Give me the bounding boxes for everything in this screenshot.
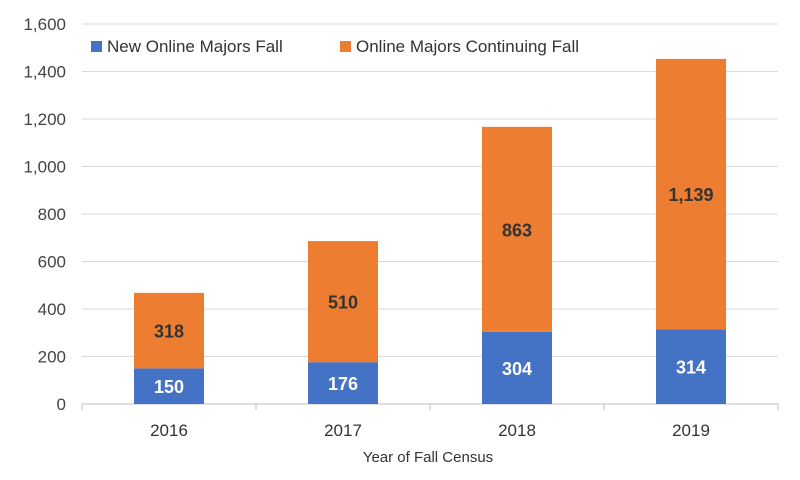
y-tick-label: 800 <box>38 205 66 224</box>
legend: New Online Majors Fall Online Majors Cont… <box>91 37 579 56</box>
data-label: 1,139 <box>668 185 713 205</box>
x-axis-tick-labels: 2016 2017 2018 2019 <box>150 421 710 440</box>
bar-new-2018 <box>482 331 552 404</box>
data-label: 304 <box>502 359 532 379</box>
bar-new-2017 <box>308 362 378 404</box>
y-tick-label: 600 <box>38 253 66 272</box>
bar-new-2016 <box>134 368 204 404</box>
y-tick-label: 1,000 <box>23 158 66 177</box>
x-tick-label: 2018 <box>498 421 536 440</box>
data-label: 863 <box>502 220 532 240</box>
bar-continuing-2016 <box>134 292 204 369</box>
legend-label: Online Majors Continuing Fall <box>356 37 579 56</box>
bar-continuing-2018 <box>482 126 552 332</box>
y-tick-label: 0 <box>57 395 66 414</box>
bar-continuing-2019 <box>656 58 726 330</box>
x-axis-title: Year of Fall Census <box>363 449 493 466</box>
legend-label: New Online Majors Fall <box>107 37 283 56</box>
legend-swatch <box>91 41 102 52</box>
data-label: 318 <box>154 322 184 342</box>
data-labels: 150 318 176 510 304 863 314 1,139 <box>154 185 714 397</box>
bar-continuing-2017 <box>308 241 378 363</box>
y-tick-label: 1,200 <box>23 110 66 129</box>
bar-new-2019 <box>656 329 726 404</box>
data-label: 314 <box>676 358 706 378</box>
bars <box>134 58 726 404</box>
y-tick-label: 400 <box>38 300 66 319</box>
legend-swatch <box>340 41 351 52</box>
data-label: 510 <box>328 293 358 313</box>
data-label: 150 <box>154 377 184 397</box>
x-tick-label: 2017 <box>324 421 362 440</box>
data-label: 176 <box>328 374 358 394</box>
y-tick-label: 1,600 <box>23 15 66 34</box>
y-tick-label: 1,400 <box>23 63 66 82</box>
y-axis-tick-labels: 0 200 400 600 800 1,000 1,200 1,400 1,600 <box>23 15 66 414</box>
y-tick-label: 200 <box>38 348 66 367</box>
x-tick-label: 2019 <box>672 421 710 440</box>
x-tick-label: 2016 <box>150 421 188 440</box>
